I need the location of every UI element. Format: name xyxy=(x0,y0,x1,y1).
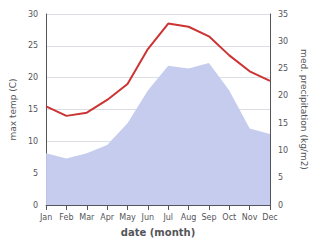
svg-text:med. precipitation (kg/m2): med. precipitation (kg/m2) xyxy=(299,49,309,170)
svg-text:5: 5 xyxy=(278,173,283,182)
svg-text:20: 20 xyxy=(28,73,38,82)
svg-text:30: 30 xyxy=(278,37,288,46)
svg-text:30: 30 xyxy=(28,10,38,19)
svg-text:5: 5 xyxy=(33,169,38,178)
svg-text:May: May xyxy=(119,213,136,222)
svg-text:date (month): date (month) xyxy=(121,227,195,238)
svg-text:0: 0 xyxy=(33,201,38,210)
svg-text:Nov: Nov xyxy=(242,213,258,222)
svg-text:25: 25 xyxy=(278,64,288,73)
svg-text:0: 0 xyxy=(278,201,283,210)
svg-text:Dec: Dec xyxy=(262,213,277,222)
svg-text:Feb: Feb xyxy=(59,213,73,222)
svg-text:Jun: Jun xyxy=(141,213,155,222)
svg-text:35: 35 xyxy=(278,10,288,19)
svg-text:10: 10 xyxy=(278,146,288,155)
svg-text:max temp (C): max temp (C) xyxy=(8,78,18,140)
svg-text:Jul: Jul xyxy=(162,213,173,222)
svg-text:20: 20 xyxy=(278,91,288,100)
svg-text:15: 15 xyxy=(278,119,288,128)
svg-text:Mar: Mar xyxy=(79,213,95,222)
svg-text:10: 10 xyxy=(28,137,38,146)
svg-text:25: 25 xyxy=(28,41,38,50)
svg-text:Aug: Aug xyxy=(181,213,197,222)
svg-text:Oct: Oct xyxy=(222,213,236,222)
svg-text:15: 15 xyxy=(28,105,38,114)
svg-text:Apr: Apr xyxy=(100,213,115,222)
svg-text:Sep: Sep xyxy=(201,213,216,222)
svg-text:Jan: Jan xyxy=(39,213,52,222)
